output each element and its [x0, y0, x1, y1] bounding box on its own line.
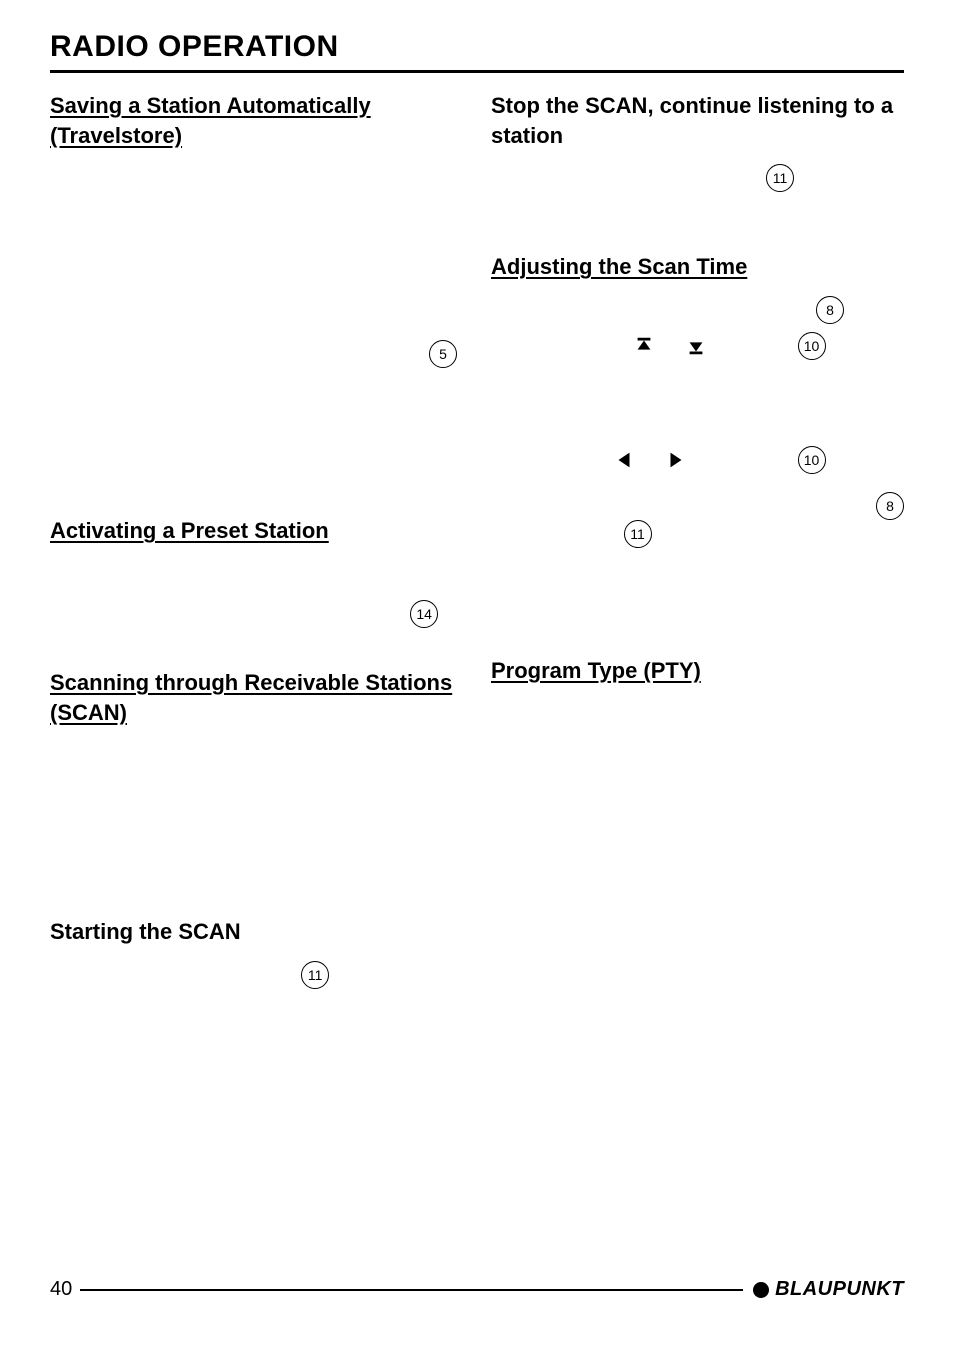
body-placeholder: Lorem ipsum dolor sit amet consectetur. [491, 904, 904, 932]
ref-8: 8 [816, 296, 844, 324]
ref-11: 11 [301, 961, 329, 989]
right-column: Stop the SCAN, continue listening to a s… [491, 91, 904, 1125]
heading-activating-preset: Activating a Preset Station [50, 516, 463, 546]
ref-10: 10 [798, 332, 826, 360]
body-placeholder: Lorem ipsum dolor sit amet, consectetur … [491, 944, 904, 1000]
brand-logo: BLAUPUNKT [743, 1278, 904, 1301]
body-placeholder: Lorem ipsum dolor sit. [50, 436, 463, 464]
body-placeholder: Lorem ipsum dolor sit amet, consectetur … [50, 989, 463, 1045]
ref-10: 10 [798, 446, 826, 474]
body-placeholder: Lorem ipsum dolor sit amet, consectetur … [50, 232, 463, 288]
body-placeholder: Lorem ipsum dolor sit amet, consectetur … [491, 548, 904, 604]
body-placeholder: Lorem ipsum dolor sit amet, consectetur … [491, 768, 904, 824]
footer-rule [80, 1289, 743, 1291]
body-placeholder: Lorem ipsum dolor sit amet consectetur. [50, 560, 463, 588]
content-columns: Saving a Station Automatically (Travelst… [50, 91, 904, 1125]
body-placeholder: Lorem ipsum dolor sit amet, consectetur … [491, 1012, 904, 1068]
brand-dot-icon [753, 1282, 769, 1298]
page-footer: 40 BLAUPUNKT [50, 1278, 904, 1301]
up-bar-icon [630, 332, 658, 360]
heading-travelstore: Saving a Station Automatically (Travelst… [50, 91, 463, 150]
page-number: 40 [50, 1278, 80, 1301]
ref-11: 11 [766, 164, 794, 192]
down-bar-icon [682, 332, 710, 360]
subheading-stop-scan: Stop the SCAN, continue listening to a s… [491, 91, 904, 150]
heading-adjust-scan-time: Adjusting the Scan Time [491, 252, 904, 282]
body-placeholder: Lorem ipsum dolor sit amet, consectetur … [50, 741, 463, 797]
left-icon [610, 446, 638, 474]
body-placeholder: Lorem ipsum dolor sit amet, consectetur … [50, 368, 463, 424]
body-placeholder: Lorem ipsum dolor sit amet, consectetur … [491, 700, 904, 756]
body-placeholder: Lorem ipsum dolor sit amet, consectetur. [491, 192, 904, 220]
ref-5: 5 [429, 340, 457, 368]
body-placeholder: Lorem ipsum dolor sit amet, consectetur … [491, 836, 904, 892]
body-placeholder: Lorem ipsum dolor sit amet, consectetur … [50, 164, 463, 220]
page-title: RADIO OPERATION [50, 30, 904, 73]
body-placeholder: Lorem ipsum dolor sit amet, consectetur … [491, 378, 904, 434]
ref-8: 8 [876, 492, 904, 520]
body-placeholder: Lorem ipsum dolor sit amet consectetur [50, 600, 400, 628]
right-icon [662, 446, 690, 474]
body-placeholder: Lorem ipsum dolor sit amet adipiscing. [50, 300, 463, 328]
body-placeholder: Lorem ipsum dolor sit amet [50, 961, 291, 989]
left-column: Saving a Station Automatically (Travelst… [50, 91, 463, 1125]
subheading-start-scan: Starting the SCAN [50, 917, 463, 947]
brand-text: BLAUPUNKT [775, 1278, 904, 1301]
ref-14: 14 [410, 600, 438, 628]
heading-scan: Scanning through Receivable Stations (SC… [50, 668, 463, 727]
ref-11: 11 [624, 520, 652, 548]
heading-pty: Program Type (PTY) [491, 656, 904, 686]
body-placeholder: Lorem ipsum dolor sit amet, consectetur … [50, 809, 463, 865]
body-placeholder: Lorem ipsum dolor sit amet, consectetur … [50, 1057, 463, 1113]
